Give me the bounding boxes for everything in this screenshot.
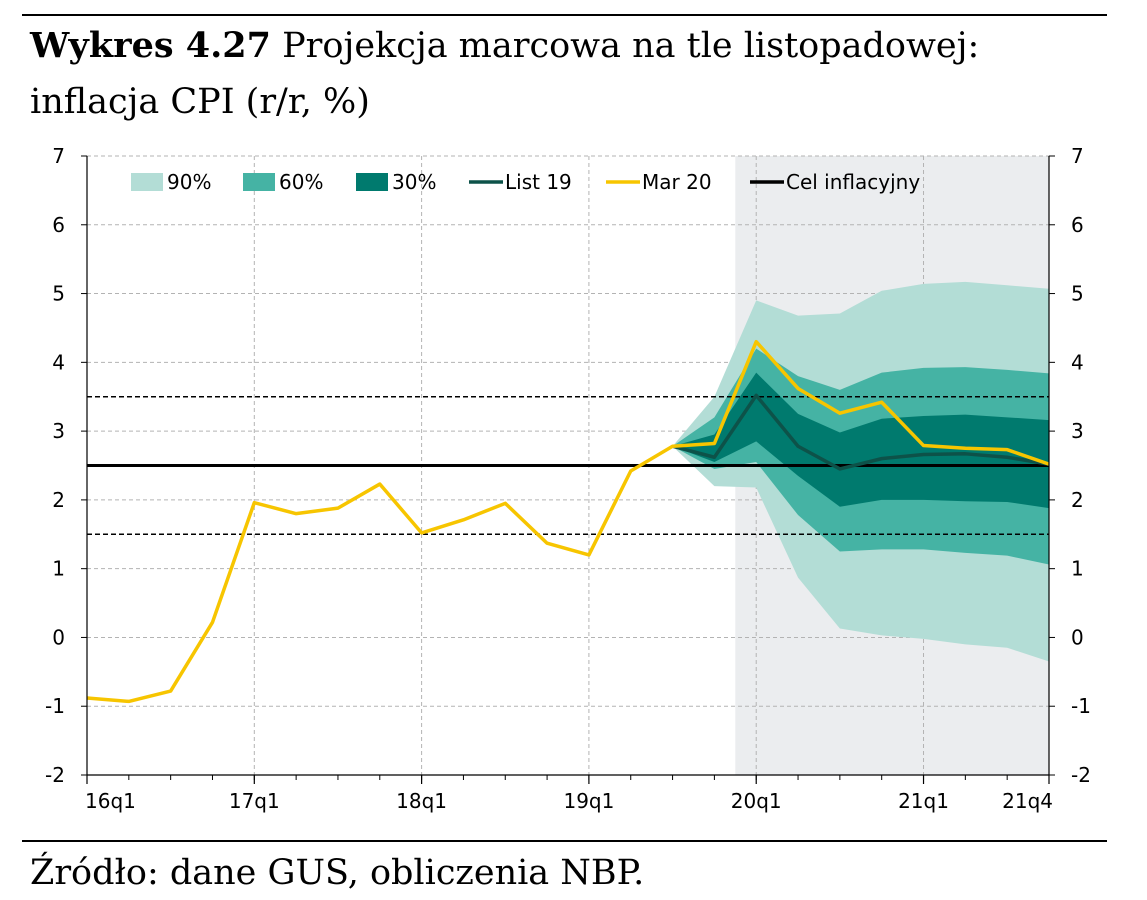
y-tick-label-right: 4 xyxy=(1071,350,1084,374)
y-tick-label-right: -2 xyxy=(1071,763,1091,787)
legend-fan60-label: 60% xyxy=(279,170,323,194)
figure-label: Wykres 4.27 xyxy=(30,25,271,66)
x-tick-label: 20q1 xyxy=(731,789,782,813)
x-tick-label: 17q1 xyxy=(229,789,280,813)
y-tick-label-right: 3 xyxy=(1071,419,1084,443)
y-tick-label-left: 4 xyxy=(52,350,65,374)
y-tick-label-right: -1 xyxy=(1071,694,1091,718)
y-tick-label-left: 7 xyxy=(52,144,65,168)
legend-fan30-label: 30% xyxy=(392,170,436,194)
x-tick-label: 21q4 xyxy=(1002,789,1053,813)
legend-mar20-label: Mar 20 xyxy=(642,170,712,194)
y-tick-label-right: 2 xyxy=(1071,488,1084,512)
y-tick-label-left: 6 xyxy=(52,213,65,237)
y-tick-label-right: 7 xyxy=(1071,144,1084,168)
mar20-line xyxy=(86,339,1050,704)
axes: -2 -2 -1 -1 0 0 1 1 2 2 3 3 4 4 5 5 6 6 7 7 16q1 17q1 18q1 19q1… xyxy=(45,144,1091,813)
y-tick-label-left: 2 xyxy=(52,488,65,512)
legend-fan90-swatch xyxy=(131,173,163,191)
y-tick-label-right: 1 xyxy=(1071,557,1084,581)
y-tick-label-left: 1 xyxy=(52,557,65,581)
top-rule xyxy=(22,14,1107,16)
x-tick-label: 19q1 xyxy=(563,789,614,813)
y-tick-label-right: 5 xyxy=(1071,282,1084,306)
x-tick-label: 16q1 xyxy=(85,789,136,813)
legend-fan30-swatch xyxy=(356,173,388,191)
series-lines xyxy=(86,339,1050,704)
figure-title: Wykres 4.27 Projekcja marcowa na tle lis… xyxy=(30,18,1110,130)
legend-target-label: Cel inflacyjny xyxy=(786,170,920,194)
fan-bands xyxy=(672,281,1049,662)
y-tick-label-left: 3 xyxy=(52,419,65,443)
list19-line xyxy=(672,393,1050,471)
legend: 90% 60% 30% List 19 Mar 20 Cel inflacyjny xyxy=(131,170,920,194)
y-tick-label-left: -1 xyxy=(45,694,65,718)
legend-list19-label: List 19 xyxy=(505,170,572,194)
y-tick-label-left: 0 xyxy=(52,625,65,649)
target-lines xyxy=(87,395,1049,536)
source-note: Źródło: dane GUS, obliczenia NBP. xyxy=(30,853,645,893)
figure-title-text: Projekcja marcowa na tle listopadowej: i… xyxy=(30,26,980,122)
y-tick-label-right: 0 xyxy=(1071,625,1084,649)
y-tick-label-right: 6 xyxy=(1071,213,1084,237)
y-tick-label-left: -2 xyxy=(45,763,65,787)
legend-fan90-label: 90% xyxy=(167,170,211,194)
legend-fan60-swatch xyxy=(243,173,275,191)
y-tick-label-left: 5 xyxy=(52,282,65,306)
x-tick-label: 21q1 xyxy=(898,789,949,813)
x-tick-label: 18q1 xyxy=(396,789,447,813)
bottom-rule xyxy=(22,840,1107,842)
